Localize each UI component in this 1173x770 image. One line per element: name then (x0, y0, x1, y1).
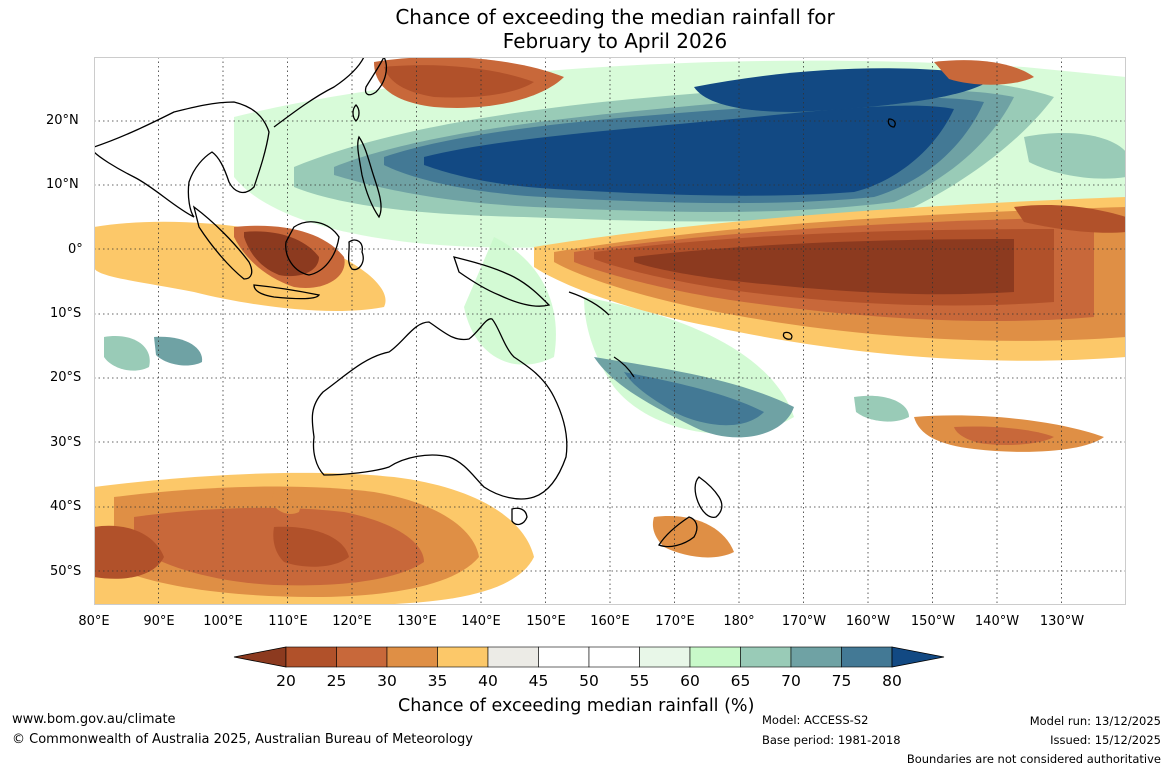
colorbar-title: Chance of exceeding median rainfall (%) (398, 696, 755, 716)
colorbar-tick-80: 80 (882, 672, 902, 690)
lon-label-80e: 80°E (78, 614, 110, 629)
colorbar-tick-50: 50 (579, 672, 599, 690)
lat-label-20s: 20°S (50, 370, 82, 385)
colorbar-segment (689, 646, 741, 668)
lat-label-10n: 10°N (46, 177, 79, 192)
footer-issued: Issued: 15/12/2025 (1050, 733, 1161, 747)
lon-label-150e: 150°E (526, 614, 566, 629)
colorbar-segment (538, 646, 590, 668)
new-guinea-coast (453, 256, 551, 307)
lon-label-170e: 170°E (655, 614, 695, 629)
java-coast (253, 284, 321, 300)
probability-patches (94, 57, 1126, 605)
borneo-coast (285, 221, 340, 276)
title-line-1: Chance of exceeding the median rainfall … (395, 5, 835, 29)
footer-website: www.bom.gov.au/climate (12, 712, 176, 727)
se-asia-coast (94, 101, 270, 218)
footer-model-run: Model run: 13/12/2025 (1029, 714, 1161, 728)
taiwan-coast (352, 104, 360, 122)
colorbar-segment (740, 646, 792, 668)
lon-label-140w: 140°W (974, 614, 1020, 629)
lon-label-130w: 130°W (1039, 614, 1085, 629)
lon-label-160e: 160°E (590, 614, 630, 629)
colorbar-segment (336, 646, 388, 668)
colorbar-arrow-high (891, 646, 945, 668)
lon-label-150w: 150°W (910, 614, 956, 629)
hawaii-coast (887, 118, 896, 128)
solomons-coast (568, 291, 610, 316)
lat-label-50s: 50°S (50, 564, 82, 579)
graticule (94, 57, 1126, 605)
fiji-coast (782, 331, 793, 340)
footer-model: Model: ACCESS-S2 (762, 713, 869, 727)
australia-coast (311, 318, 568, 500)
colorbar-tick-35: 35 (427, 672, 448, 690)
colorbar-arrow-low (233, 646, 287, 668)
title-line-2: February to April 2026 (502, 29, 728, 53)
colorbar-segment (841, 646, 893, 668)
footer-copyright: © Commonwealth of Australia 2025, Austra… (12, 732, 473, 747)
colorbar-segment (639, 646, 691, 668)
colorbar-tick-25: 25 (326, 672, 347, 690)
colorbar-segment (437, 646, 489, 668)
colorbar-tick-75: 75 (831, 672, 852, 690)
colorbar (233, 646, 945, 668)
coastlines (94, 57, 896, 548)
lon-label-180: 180° (723, 614, 755, 629)
colorbar-segment (285, 646, 337, 668)
lon-label-90e: 90°E (143, 614, 175, 629)
lat-label-10s: 10°S (50, 306, 82, 321)
footer-base-period: Base period: 1981-2018 (762, 733, 901, 747)
nz-north-coast (694, 476, 723, 518)
lon-label-160w: 160°W (845, 614, 891, 629)
nz-south-coast (658, 516, 698, 548)
lon-label-130e: 130°E (397, 614, 437, 629)
colorbar-segment (588, 646, 640, 668)
colorbar-segment (386, 646, 438, 668)
colorbar-tick-60: 60 (680, 672, 700, 690)
map-canvas (94, 57, 1126, 605)
lat-label-30s: 30°S (50, 435, 82, 450)
colorbar-tick-70: 70 (781, 672, 801, 690)
colorbar-tick-45: 45 (528, 672, 549, 690)
sulawesi-coast (347, 239, 364, 271)
map-frame (94, 57, 1126, 605)
colorbar-tick-30: 30 (377, 672, 397, 690)
lon-label-170w: 170°W (781, 614, 827, 629)
footer-boundaries: Boundaries are not considered authoritat… (906, 752, 1161, 766)
lat-label-0: 0° (68, 242, 83, 257)
japan-coast (364, 57, 387, 96)
lat-label-40s: 40°S (50, 499, 82, 514)
lon-label-100e: 100°E (203, 614, 243, 629)
china-coast (273, 57, 365, 128)
colorbar-tick-40: 40 (478, 672, 498, 690)
colorbar-segment (790, 646, 842, 668)
colorbar-segment (487, 646, 539, 668)
lon-label-140e: 140°E (461, 614, 501, 629)
sumatra-coast (192, 205, 253, 280)
lat-label-20n: 20°N (46, 113, 79, 128)
tasmania-coast (511, 507, 528, 526)
rainfall-map (94, 57, 1126, 605)
new-caledonia-coast (613, 356, 635, 378)
lon-label-110e: 110°E (268, 614, 308, 629)
lon-label-120e: 120°E (332, 614, 372, 629)
map-title: Chance of exceeding the median rainfall … (0, 5, 1173, 53)
colorbar-tick-65: 65 (730, 672, 751, 690)
colorbar-tick-55: 55 (629, 672, 650, 690)
colorbar-tick-20: 20 (276, 672, 296, 690)
philippines-coast (357, 135, 382, 219)
